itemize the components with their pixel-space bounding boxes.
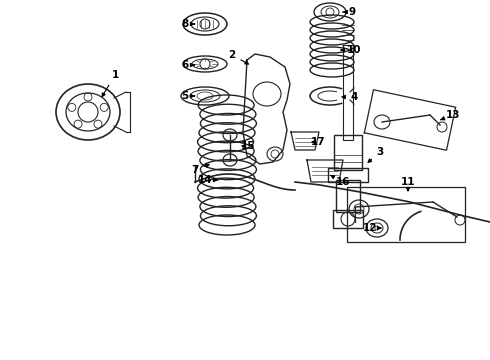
Bar [333, 210, 363, 228]
Bar [347, 187, 465, 242]
Bar [336, 180, 360, 212]
Text: 15: 15 [241, 141, 255, 151]
Text: 16: 16 [330, 175, 350, 187]
Text: 10: 10 [341, 45, 361, 55]
Text: 1: 1 [102, 70, 119, 96]
Bar [334, 135, 362, 170]
Text: 7: 7 [191, 164, 209, 175]
Text: 4: 4 [342, 92, 358, 102]
Text: 12: 12 [363, 223, 381, 233]
Text: 8: 8 [181, 19, 195, 29]
Text: 6: 6 [181, 60, 195, 70]
Bar [328, 168, 368, 182]
Text: 9: 9 [343, 7, 356, 17]
Text: 13: 13 [441, 110, 460, 120]
Text: 3: 3 [368, 147, 384, 162]
Text: 11: 11 [401, 177, 415, 191]
Text: 2: 2 [228, 50, 248, 64]
Text: 14: 14 [197, 175, 218, 185]
Text: 5: 5 [181, 91, 195, 101]
Bar [343, 45, 353, 140]
Text: 17: 17 [311, 137, 325, 147]
